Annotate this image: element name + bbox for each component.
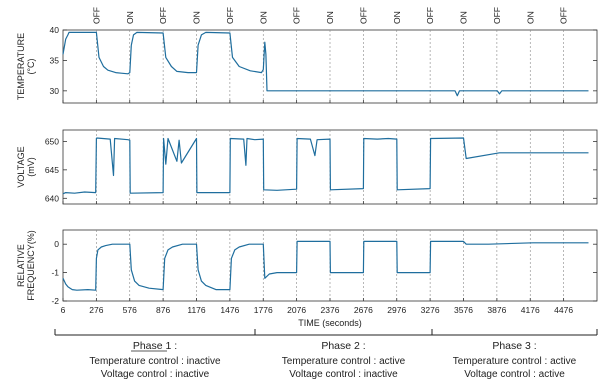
x-tick-label: 3876 — [487, 305, 506, 315]
event-label: OFF — [292, 7, 302, 24]
phase-3: Phase 3 : Temperature control : active Vol… — [453, 340, 577, 380]
event-labels: OFF ON OFF ON OFF ON OFF ON OFF ON OFF ON OFF ON OFF — [91, 7, 568, 24]
series-line-temperature — [62, 31, 589, 97]
x-tick-label: 4476 — [554, 305, 573, 315]
x-tick-label: 2076 — [287, 305, 306, 315]
chart-panels: 30 35 40 TEMPERATURE (°C) 640 645 650 VOLTAGE (mV… — [16, 25, 598, 306]
x-axis: 6 276 576 876 1176 1476 1776 2076 2376 2676 2976 32… — [61, 305, 574, 328]
y-axis-title: (mV) — [26, 157, 36, 177]
event-label: ON — [192, 11, 202, 24]
x-tick-label: 2676 — [354, 305, 373, 315]
phase-1: Phase 1 : Temperature control : inactive V… — [89, 340, 221, 380]
x-tick-label: 876 — [156, 305, 170, 315]
y-tick-label: 35 — [50, 55, 60, 65]
x-tick-label: 2376 — [321, 305, 340, 315]
y-tick-label: -2 — [51, 296, 59, 306]
event-label: ON — [258, 11, 268, 24]
event-label: ON — [525, 11, 535, 24]
panel-frequency: -2 -1 0 RELATIVE FREQUENCY(%) — [16, 229, 598, 306]
x-tick-label: 1776 — [254, 305, 273, 315]
x-tick-label: 1476 — [220, 305, 239, 315]
event-label: OFF — [91, 7, 101, 24]
event-label: OFF — [358, 7, 368, 24]
phase-description: Temperature control : inactive — [89, 356, 221, 367]
event-label: OFF — [559, 7, 569, 24]
phase-description: Voltage control : active — [464, 369, 565, 380]
y-axis-title: TEMPERATURE — [16, 33, 26, 100]
phase-description: Voltage control : inactive — [289, 369, 398, 380]
phase-description: Temperature control : active — [282, 356, 406, 367]
event-label: OFF — [225, 7, 235, 24]
x-tick-label: 4176 — [521, 305, 540, 315]
x-tick-label: 576 — [123, 305, 137, 315]
y-tick-label: 30 — [50, 86, 60, 96]
x-tick-label: 1176 — [187, 305, 206, 315]
y-tick-label: 640 — [45, 193, 59, 203]
x-tick-label: 3276 — [421, 305, 440, 315]
event-label: ON — [392, 11, 402, 24]
x-tick-label: 6 — [61, 305, 66, 315]
series-line-frequency — [62, 240, 589, 291]
phase-2: Phase 2 : Temperature control : active Vol… — [282, 340, 406, 380]
event-label: OFF — [158, 7, 168, 24]
phases: Phase 1 : Temperature control : inactive V… — [54, 329, 598, 380]
x-tick-label: 276 — [89, 305, 103, 315]
event-label: OFF — [425, 7, 435, 24]
y-tick-label: 0 — [54, 239, 59, 249]
y-tick-label: 40 — [50, 25, 60, 35]
event-label: OFF — [492, 7, 502, 24]
phase-description: Temperature control : active — [453, 356, 577, 367]
phase-title: Phase 3 : — [492, 340, 536, 352]
y-axis-title: (°C) — [26, 58, 36, 74]
x-axis-title: TIME (seconds) — [298, 318, 362, 328]
y-tick-label: 645 — [45, 165, 59, 175]
x-tick-label: 3576 — [454, 305, 473, 315]
panel-temperature: 30 35 40 TEMPERATURE (°C) — [16, 25, 598, 104]
series-line-voltage — [62, 137, 589, 195]
event-label: ON — [459, 11, 469, 24]
phase-description: Voltage control : inactive — [101, 369, 210, 380]
x-tick-label: 2976 — [387, 305, 406, 315]
y-tick-label: -1 — [51, 268, 59, 278]
y-axis-title: VOLTAGE — [16, 146, 26, 187]
phase-title: Phase 1 : — [133, 340, 177, 352]
y-tick-label: 650 — [45, 136, 59, 146]
event-label: ON — [325, 11, 335, 24]
event-label: ON — [125, 11, 135, 24]
panel-voltage: 640 645 650 VOLTAGE (mV) — [16, 129, 598, 205]
y-axis-title: RELATIVE — [16, 244, 26, 287]
y-axis-title: FREQUENCY(%) — [26, 230, 36, 301]
phase-title: Phase 2 : — [321, 340, 365, 352]
